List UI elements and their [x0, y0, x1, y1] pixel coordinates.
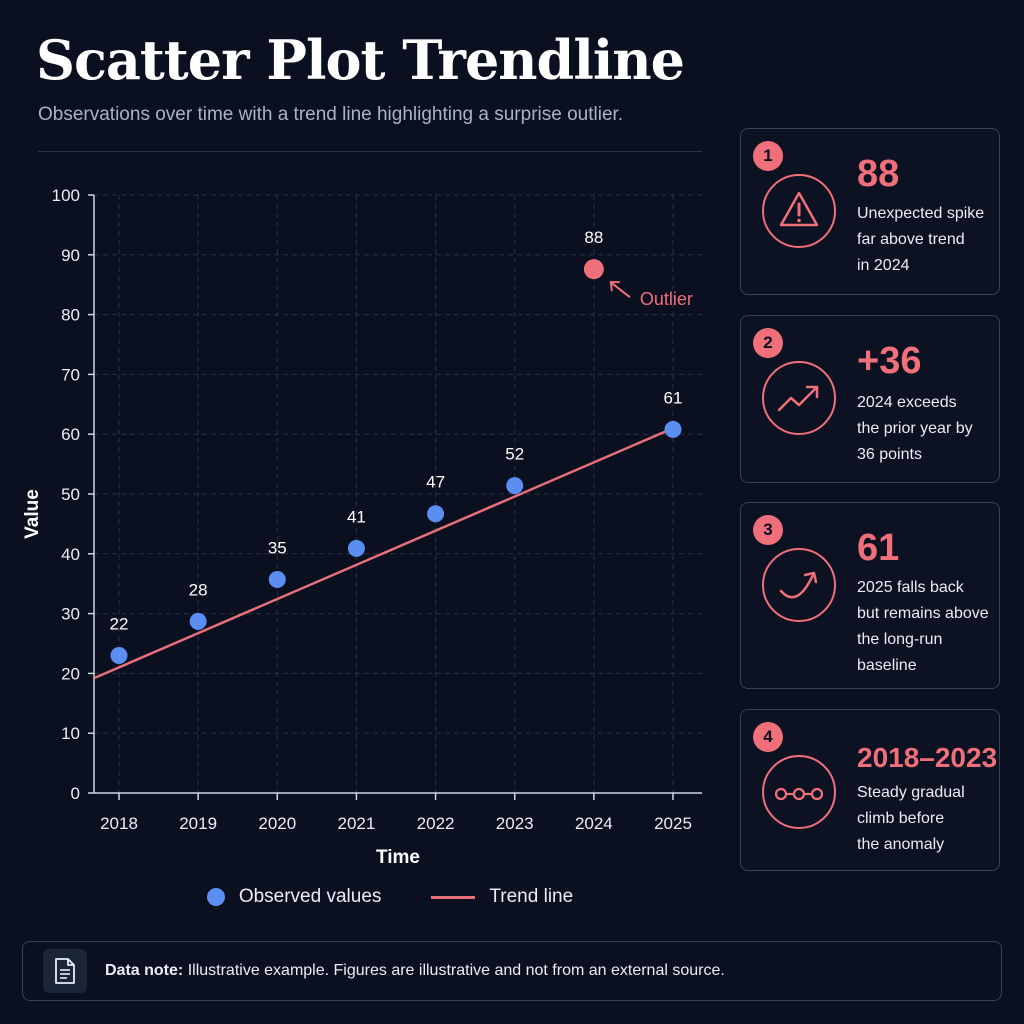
x-tick-label: 2021	[338, 814, 376, 833]
y-tick-label: 60	[61, 425, 80, 444]
y-tick-label: 30	[61, 605, 80, 624]
data-note-label: Data note:	[105, 962, 184, 979]
data-label: 47	[426, 473, 445, 492]
y-tick-label: 80	[61, 306, 80, 325]
card-desc-line: but remains above	[857, 605, 989, 622]
x-tick-label: 2022	[417, 814, 455, 833]
x-tick-label: 2024	[575, 814, 613, 833]
card-desc-line: Unexpected spike	[857, 205, 985, 222]
card-desc-line: 2024 exceeds	[857, 394, 957, 411]
data-point	[427, 505, 445, 523]
data-label: 22	[110, 614, 129, 633]
y-tick-label: 40	[61, 545, 80, 564]
card-number-badge: 2	[753, 328, 783, 358]
x-tick-label: 2020	[258, 814, 296, 833]
page-subtitle: Observations over time with a trend line…	[38, 104, 624, 125]
y-tick-label: 90	[61, 246, 80, 265]
legend-item-observed: Observed values	[206, 886, 382, 908]
chart-legend: Observed values Trend line	[0, 886, 780, 908]
y-tick-label: 100	[52, 186, 80, 205]
card-value: +36	[857, 340, 922, 382]
data-point	[110, 646, 128, 664]
scatter-chart: 0 10 20 30 40 50 60 70 80 90 100 2018 2019 2020 2021 20…	[22, 186, 702, 868]
data-note-body: Illustrative example. Figures are illust…	[187, 962, 725, 979]
warning-icon	[762, 174, 836, 248]
data-label: 35	[268, 539, 287, 558]
x-tick-label: 2019	[179, 814, 217, 833]
connected-dots-icon	[762, 755, 836, 829]
insight-card-2: 2 +36 2024 exceeds the prior year by 36 …	[740, 315, 1000, 483]
data-label: 88	[584, 228, 603, 247]
data-label: 52	[505, 445, 524, 464]
y-tick-label: 70	[61, 365, 80, 384]
grid-layer	[94, 194, 702, 793]
trend-layer	[94, 426, 675, 679]
trend-line	[94, 426, 675, 679]
card-desc-line: baseline	[857, 657, 917, 674]
y-tick-label: 20	[61, 664, 80, 683]
card-description: 2024 exceeds the prior year by 36 points	[857, 390, 997, 468]
data-note: Data note: Illustrative example. Figures…	[22, 941, 1002, 1001]
card-value: 61	[857, 527, 900, 569]
x-tick-label: 2023	[496, 814, 534, 833]
x-tick-label: 2025	[654, 814, 692, 833]
curve-up-icon	[762, 548, 836, 622]
card-description: 2025 falls back but remains above the lo…	[857, 575, 997, 679]
x-tick-label: 2018	[100, 814, 138, 833]
document-icon	[43, 949, 87, 993]
data-label: 61	[664, 388, 683, 407]
data-label: 28	[189, 580, 208, 599]
data-point	[506, 477, 524, 495]
card-desc-line: climb before	[857, 810, 945, 827]
card-desc-line: the long-run	[857, 631, 943, 648]
card-desc-line: the prior year by	[857, 420, 973, 437]
card-desc-line: 36 points	[857, 446, 922, 463]
card-number-badge: 4	[753, 722, 783, 752]
data-note-text: Data note: Illustrative example. Figures…	[105, 962, 725, 980]
legend-label-trend: Trend line	[489, 886, 574, 907]
outlier-arrow	[611, 282, 631, 298]
card-desc-line: Steady gradual	[857, 784, 965, 801]
axis-layer: 0 10 20 30 40 50 60 70 80 90 100 2018 2019 2020 2021 20…	[22, 186, 702, 868]
card-description: Steady gradual climb before the anomaly	[857, 780, 997, 858]
data-point	[268, 571, 286, 589]
card-value: 88	[857, 153, 900, 195]
legend-item-trend: Trend line	[431, 886, 573, 908]
data-point	[347, 539, 365, 557]
outlier-annotation: Outlier	[640, 289, 693, 309]
insight-card-4: 4 2018–2023 Steady gradual climb before …	[740, 709, 1000, 871]
card-number-badge: 1	[753, 141, 783, 171]
y-axis-title: Value	[22, 489, 43, 539]
data-label: 41	[347, 507, 366, 526]
observed-marker-icon	[206, 888, 225, 906]
card-desc-line: the anomaly	[857, 836, 945, 853]
data-point	[664, 420, 682, 438]
card-number-badge: 3	[753, 515, 783, 545]
header-divider	[38, 151, 702, 152]
y-tick-label: 10	[61, 724, 80, 743]
page-title: Scatter Plot Trendline	[36, 28, 685, 92]
trend-up-icon	[762, 361, 836, 435]
data-point	[189, 612, 207, 630]
legend-label-observed: Observed values	[238, 886, 382, 907]
x-axis-title: Time	[376, 847, 420, 868]
insight-card-3: 3 61 2025 falls back but remains above t…	[740, 502, 1000, 689]
point-layer	[110, 259, 682, 664]
outlier-arrowhead	[609, 281, 620, 292]
card-desc-line: far above trend	[857, 231, 965, 248]
label-layer: 22 28 35 41 47 52 88 61 Outlier	[110, 228, 693, 633]
card-description: Unexpected spike far above trend in 2024	[857, 201, 997, 279]
insight-card-1: 1 88 Unexpected spike far above trend in…	[740, 128, 1000, 295]
outlier-point	[583, 259, 604, 280]
card-value: 2018–2023	[857, 742, 998, 773]
card-desc-line: 2025 falls back	[857, 579, 964, 596]
trend-line-icon	[431, 895, 476, 899]
card-desc-line: in 2024	[857, 257, 910, 274]
y-tick-label: 0	[71, 784, 80, 803]
y-tick-label: 50	[61, 485, 80, 504]
